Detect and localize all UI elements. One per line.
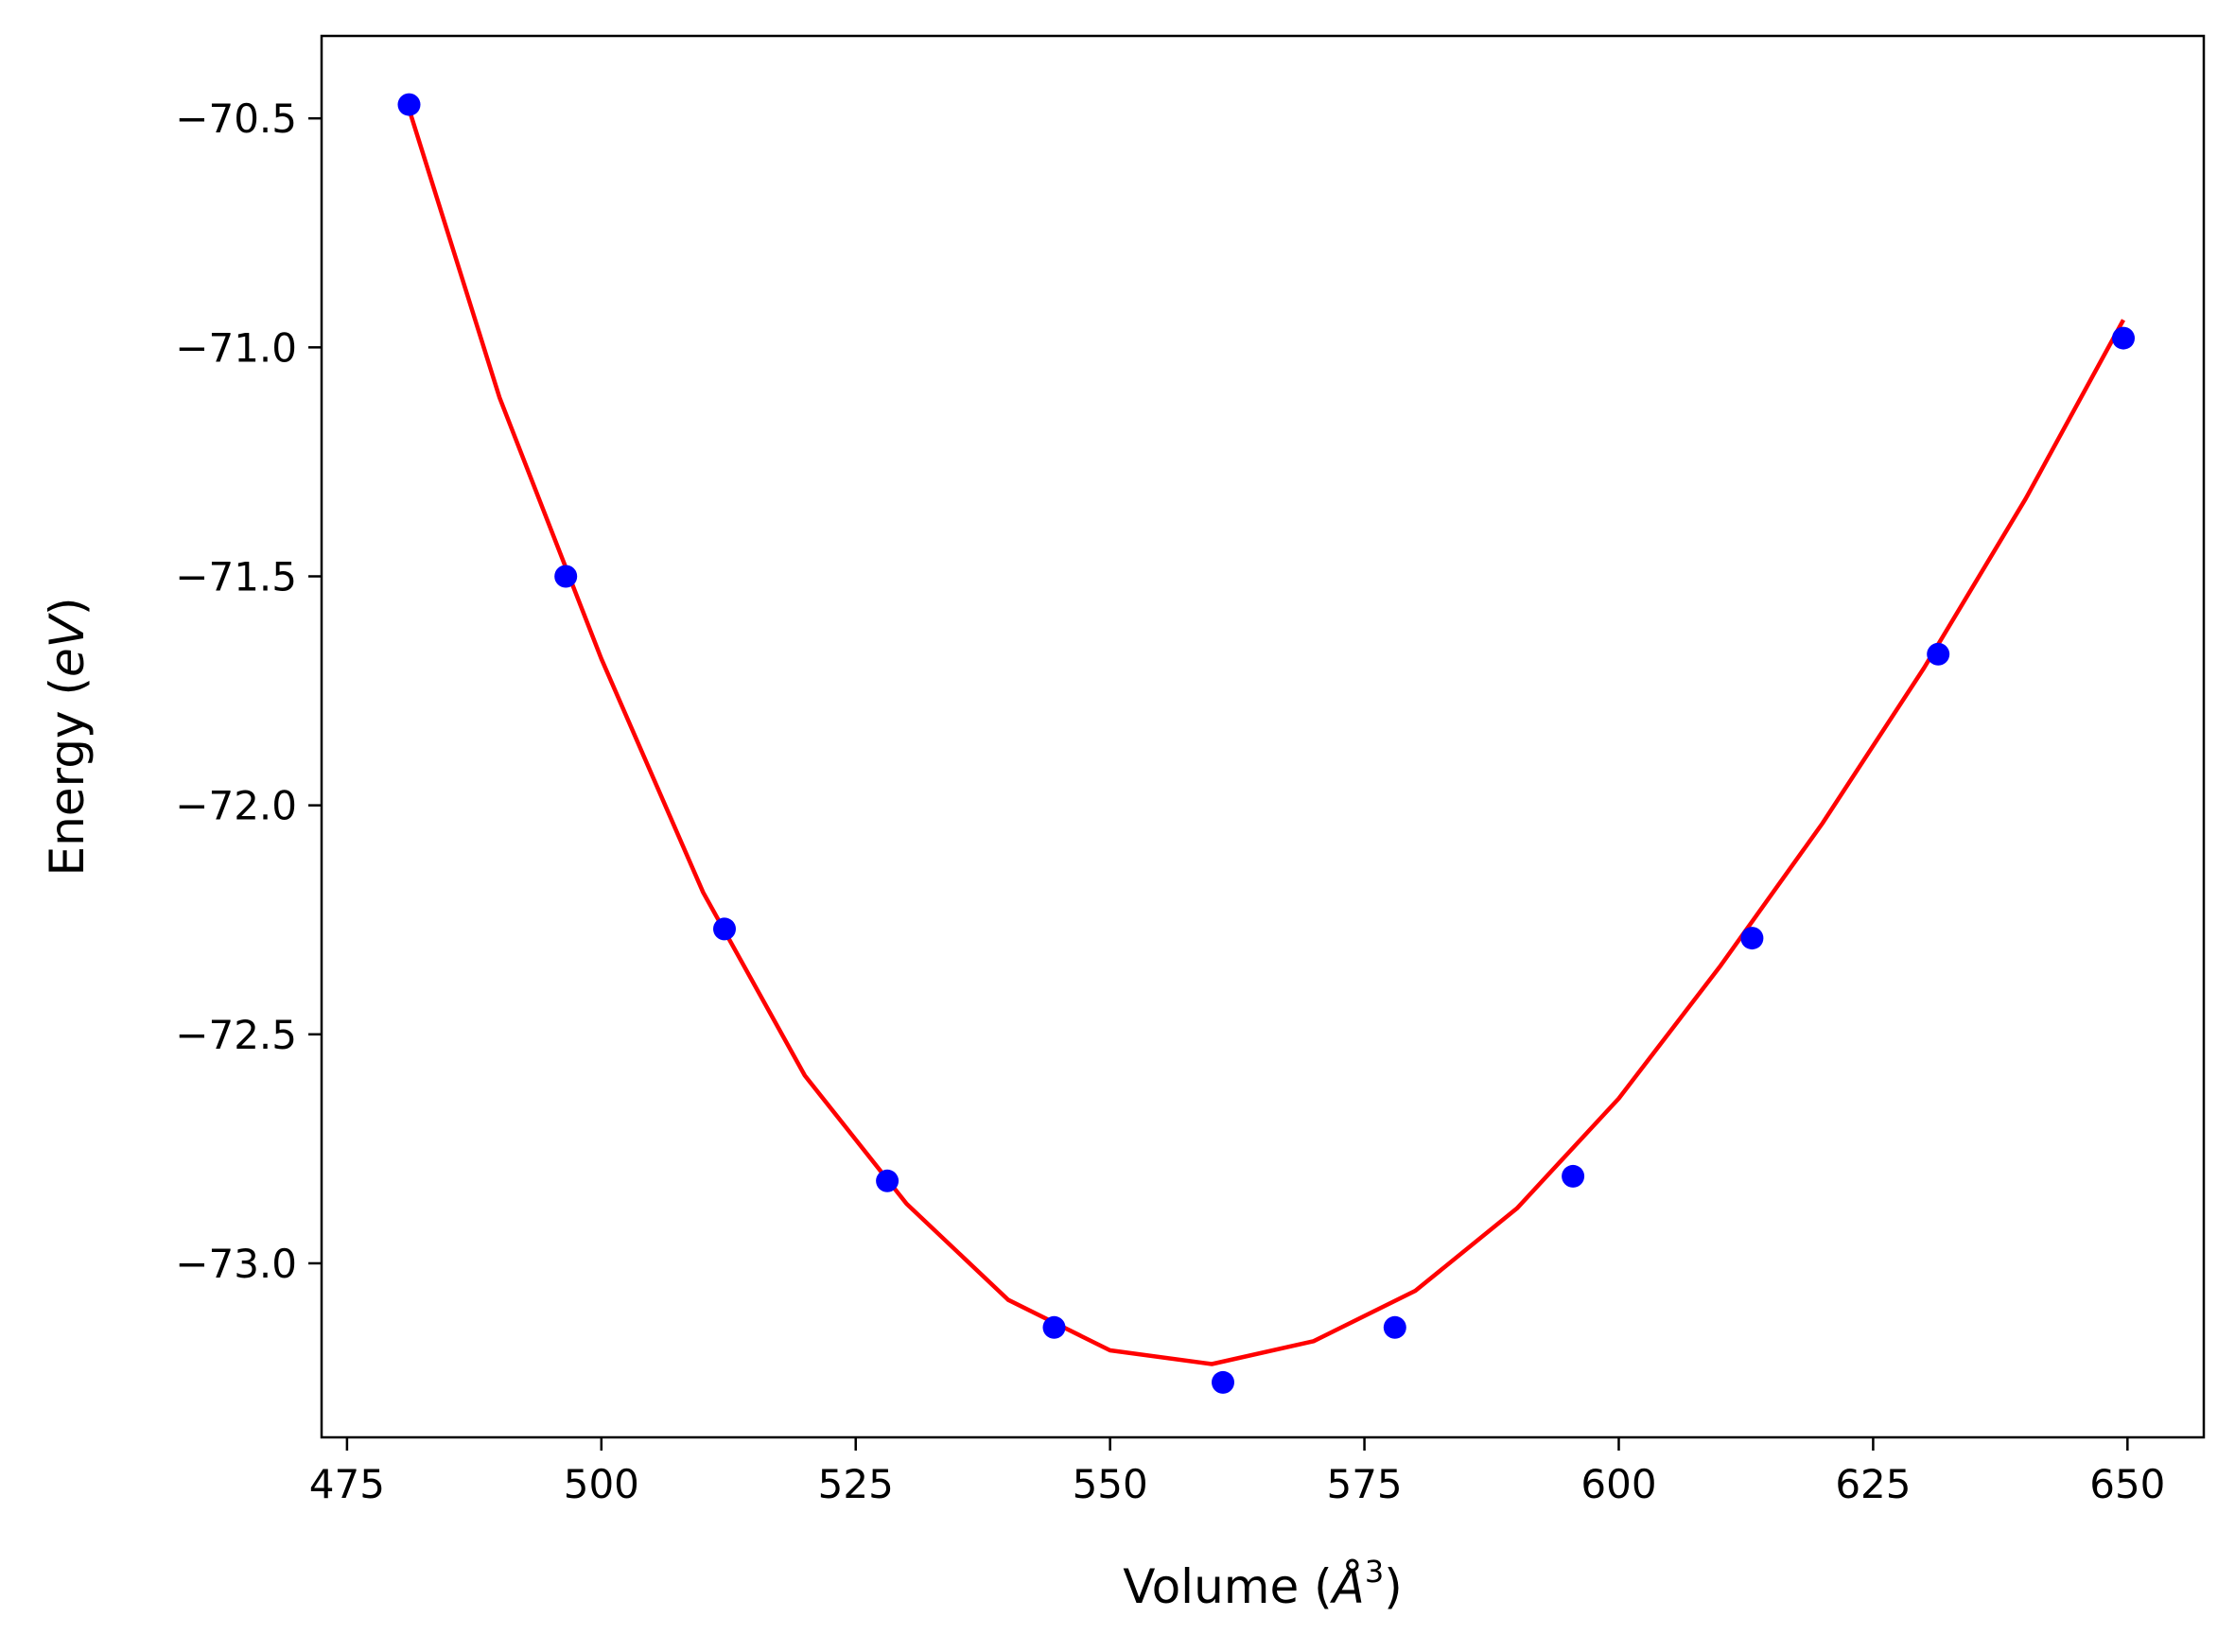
fit-curve-group — [407, 108, 2125, 1366]
x-tick-label: 600 — [1580, 1461, 1656, 1507]
x-axis-label: Volume (Å3) — [1123, 1554, 1402, 1614]
x-axis-label-unit: Å — [1330, 1559, 1365, 1614]
fit-curve — [407, 108, 2125, 1366]
x-tick-label: 650 — [2089, 1461, 2165, 1507]
data-point-4 — [876, 1169, 899, 1192]
y-tick-label: −72.0 — [175, 783, 297, 829]
data-point-5 — [1042, 1315, 1066, 1339]
y-tick-label: −73.0 — [175, 1241, 297, 1287]
data-point-7 — [1383, 1315, 1406, 1339]
x-tick-label: 500 — [564, 1461, 639, 1507]
data-points-group — [397, 93, 2135, 1394]
data-point-8 — [1562, 1164, 1585, 1188]
x-axis-label-tail: ) — [1384, 1559, 1403, 1614]
y-tick-label: −70.5 — [175, 96, 297, 142]
data-point-1 — [397, 93, 421, 116]
data-point-9 — [1740, 927, 1764, 950]
data-point-11 — [2112, 326, 2135, 350]
data-point-3 — [713, 917, 736, 941]
x-tick-label: 525 — [818, 1461, 894, 1507]
y-axis-label-tail: ) — [40, 598, 95, 617]
x-tick-label: 625 — [1835, 1461, 1911, 1507]
y-axis-label: Energy (eV) — [40, 598, 95, 877]
y-axis-label-unit: eV — [40, 612, 95, 677]
data-point-2 — [554, 565, 578, 588]
y-tick-label: −71.0 — [175, 324, 297, 371]
y-axis-ticks: −70.5 −71.0 −71.5 −72.0 −72.5 −73.0 — [175, 96, 322, 1287]
plot-frame — [320, 34, 2206, 1439]
y-tick-label: −71.5 — [175, 553, 297, 600]
x-tick-label: 575 — [1326, 1461, 1402, 1507]
data-point-6 — [1212, 1370, 1234, 1394]
y-axis-label-base: Energy ( — [40, 677, 95, 876]
x-axis-label-exponent: 3 — [1365, 1554, 1384, 1590]
plot-area — [322, 36, 2204, 1437]
x-tick-label: 475 — [309, 1461, 385, 1507]
data-point-10 — [1927, 642, 1950, 666]
x-axis-ticks: 475 500 525 550 575 600 625 650 — [309, 1437, 2165, 1507]
x-axis-label-base: Volume ( — [1123, 1559, 1332, 1614]
y-tick-label: −72.5 — [175, 1012, 297, 1058]
x-tick-label: 550 — [1073, 1461, 1148, 1507]
